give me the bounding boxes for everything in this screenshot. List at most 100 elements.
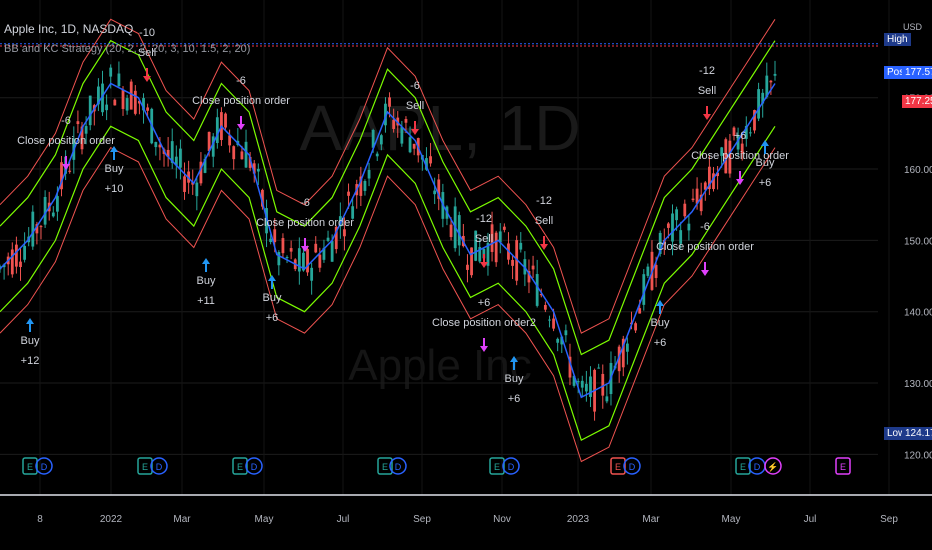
candle-body [449,224,453,238]
candle-body [408,137,412,153]
event-marker [610,457,626,475]
candle-body [732,127,736,136]
candle-body [269,238,273,243]
trade-arrow [110,146,118,160]
event-marker-label: E [27,462,33,472]
event-marker-label: D [156,462,163,472]
trade-label: Buy [263,292,282,304]
candle-body [166,149,170,157]
candle-body [769,80,773,83]
candle-body [306,249,309,273]
event-marker [623,457,641,475]
candle-body [84,126,88,134]
candle-body [470,247,473,276]
candle-body [474,230,478,261]
candle-body [109,67,113,77]
candle-body [675,209,678,221]
candle-body [560,336,564,345]
candle-body [707,166,711,190]
candle-body [753,110,756,131]
candle-body [97,86,100,105]
high-badge: High [884,33,911,46]
trade-qty: -6 [700,221,710,233]
candle-body [35,224,39,234]
candle-body [146,107,150,111]
candle-body [728,140,732,174]
candle-body [429,156,432,164]
candle-body [121,90,125,109]
trade-label: Close position order [17,135,115,147]
candle-body [207,131,211,151]
candle-body [564,330,568,336]
candle-body [519,242,523,250]
candle-body [265,208,268,234]
event-marker [377,457,393,475]
strategy-title: BB and KC Strategy (20, 2, 2, 20, 3, 10,… [4,43,251,55]
candle-body [687,223,691,231]
x-tick-label: Sep [413,514,431,525]
event-marker-label: D [754,462,761,472]
candle-body [388,97,391,107]
candle-body [76,121,80,125]
candle-body [10,249,14,275]
trade-qty: +6 [734,130,747,142]
trade-label: Close position order2 [432,317,536,329]
candle-body [174,156,178,166]
candle-body [338,216,342,227]
trade-arrow [701,262,709,276]
x-tick-label: 8 [37,514,43,525]
trade-label: Buy [505,373,524,385]
trade-arrow [268,275,276,289]
candle-body [224,113,227,128]
candle-body [310,267,314,281]
candle-body [486,242,490,266]
candle-body [384,103,387,126]
trade-label: Buy [21,335,40,347]
event-marker [232,457,248,475]
candle-body [343,229,346,237]
candle-body [80,126,84,150]
trade-qty: +6 [266,312,279,324]
candle-body [277,252,281,266]
candle-body [154,142,158,148]
candle-body [371,130,375,148]
candle-body [379,135,383,145]
candle-body [60,162,63,190]
candle-body [724,139,728,174]
candle-body [466,264,469,270]
candle-body [601,373,605,396]
kc-upper-band [0,39,776,356]
candle-body [211,136,215,157]
trade-arrow [480,254,488,268]
event-marker [389,457,407,475]
trade-arrow [301,238,309,252]
candle-body [617,346,621,372]
candle-body [322,247,326,260]
candle-body [679,230,683,244]
candle-body [568,356,572,378]
candle-body [683,203,687,217]
candle-body [326,237,330,241]
candle-body [584,383,588,392]
trade-qty: +6 [759,177,772,189]
candle-body [703,182,707,190]
candle-body [297,248,301,272]
event-marker-label: E [840,462,846,472]
candle-body [531,265,535,270]
candle-body [232,146,236,160]
candle-body [634,323,637,331]
candle-body [367,169,371,179]
event-marker-label: E [237,462,243,472]
candle-body [203,158,207,173]
trade-qty: -6 [410,80,420,92]
candle-body [244,141,248,168]
candle-body [375,153,379,157]
x-tick-label: Mar [173,514,191,525]
candle-body [671,213,674,242]
trade-arrow [237,116,245,130]
y-tick-label: 160.00 [904,165,932,176]
event-marker [764,457,782,475]
candle-body [330,240,334,262]
trade-label: Close position order [256,217,354,229]
